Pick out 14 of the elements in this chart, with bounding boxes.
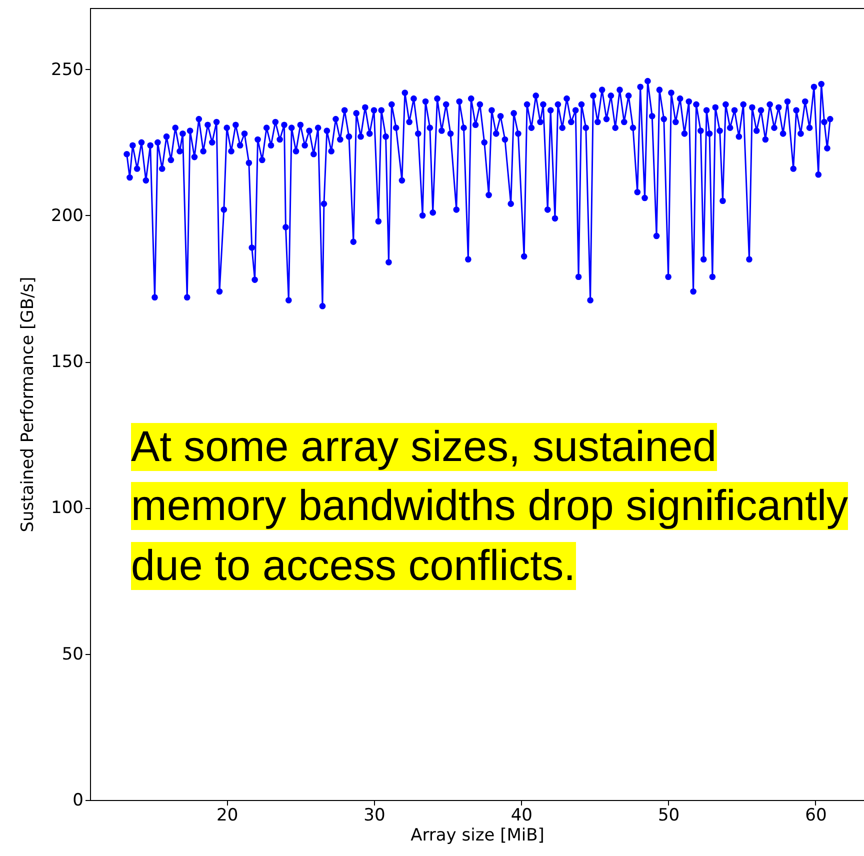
x-tick-label: 60 [805,806,827,826]
annotation: At some array sizes, sustained memory bandwidths drop significantly due to access conflicts. [131,423,848,590]
x-tick-label: 30 [364,806,386,826]
y-tick-label: 250 [51,60,84,80]
y-tick-label: 150 [51,352,84,372]
y-axis-title: Sustained Performance [GB/s] [18,276,38,532]
y-tick-label: 100 [51,498,84,518]
y-tick-label: 200 [51,206,84,226]
y-tick-label: 50 [62,644,84,664]
x-tick-label: 20 [216,806,238,826]
y-tick-label: 0 [72,790,84,810]
x-tick-label: 40 [510,806,532,826]
x-tick-label: 50 [658,806,680,826]
x-axis-title: Array size [MiB] [410,826,544,846]
